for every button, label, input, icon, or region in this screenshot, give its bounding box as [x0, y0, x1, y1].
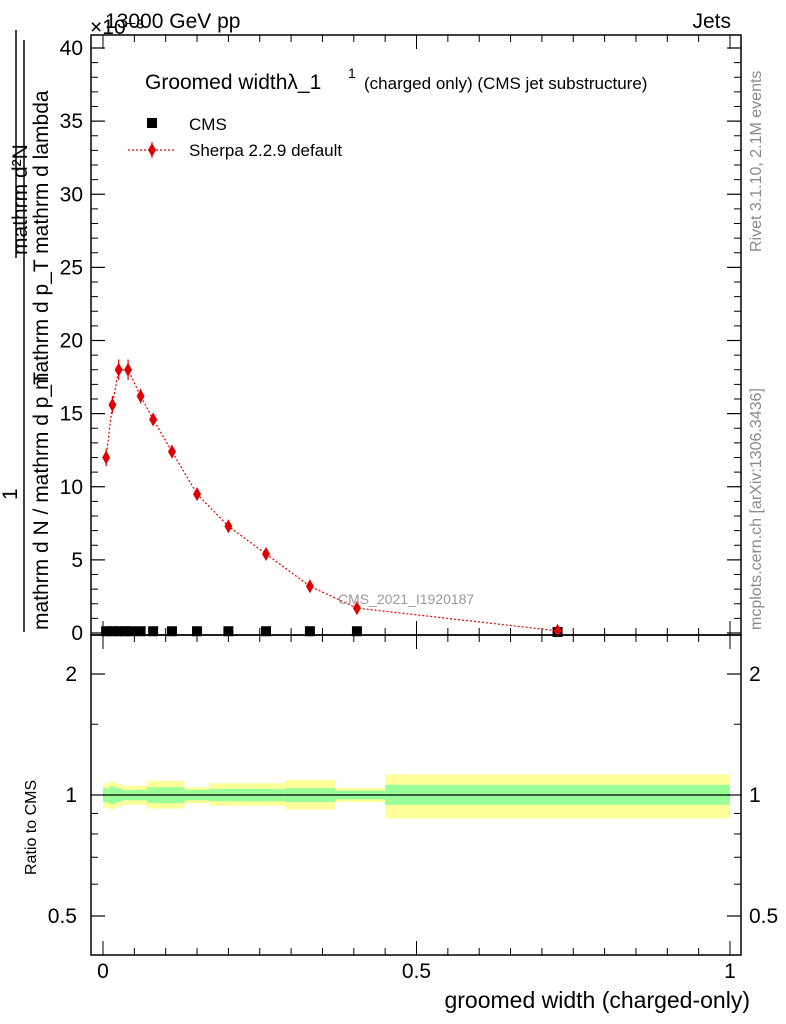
- main-title-main: Groomed widthλ_1: [145, 71, 321, 94]
- x-axis-label: groomed width (charged-only): [444, 987, 750, 1013]
- main-y-tick-label: 5: [71, 549, 83, 572]
- cms-data-point: [351, 626, 362, 637]
- legend-cms-label: CMS: [189, 115, 227, 134]
- cms-data-point: [261, 626, 272, 637]
- ratio-y-axis-label: Ratio to CMS: [23, 780, 40, 875]
- cms-data-point: [113, 626, 124, 637]
- ratio-y-tick-label-left: 1: [65, 784, 77, 807]
- ratio-bands: [103, 774, 730, 819]
- sherpa-data-point: [124, 362, 133, 377]
- ylabel-numerator-top: mathrm d²N: [9, 144, 32, 255]
- sherpa-data-point: [224, 519, 233, 534]
- cms-data-point: [192, 626, 203, 637]
- legend-sherpa-label: Sherpa 2.2.9 default: [189, 141, 342, 160]
- sherpa-data-point: [136, 389, 145, 404]
- sherpa-data-point: [149, 412, 158, 427]
- ylabel-numerator-bottom: mathrm d p_T mathrm d lambda: [30, 90, 53, 390]
- main-title: Groomed widthλ_1: [145, 71, 321, 94]
- cms-data-point: [166, 626, 177, 637]
- mcplots-label: mcplots.cern.ch [arXiv:1306.3436]: [748, 388, 765, 630]
- ratio-x-tick-label: 1: [724, 960, 736, 983]
- ylabel-one: 1: [0, 488, 22, 500]
- ratio-panel-ticks: 0.5 0.5 1 1 2 2 0 0.5 1: [48, 635, 778, 983]
- legend-cms-marker: [147, 118, 157, 128]
- cms-data-point: [126, 626, 137, 637]
- ratio-y-tick-label-right: 1: [749, 784, 761, 807]
- main-title-superscript: 1: [348, 65, 356, 81]
- cms-data-point: [148, 626, 159, 637]
- main-panel-data: [101, 359, 563, 638]
- rivet-label: Rivet 3.1.10, 2.1M events: [748, 71, 765, 252]
- header-exponent-label: ×10⁻³: [90, 16, 144, 39]
- legend: CMS Sherpa 2.2.9 default: [128, 115, 342, 160]
- sherpa-line: [105, 369, 558, 632]
- sherpa-data-point: [108, 397, 117, 412]
- analysis-watermark: CMS_2021_I1920187: [338, 591, 474, 607]
- sherpa-data-point: [193, 487, 202, 502]
- main-y-axis-label: mathrm d²N mathrm d p_T mathrm d lambda …: [0, 30, 53, 632]
- sherpa-data-point: [114, 362, 123, 377]
- ratio-y-tick-label-left: 2: [65, 663, 77, 686]
- main-panel-ticks: 0 5 10 15 20 25 30 35 40: [60, 35, 741, 645]
- cms-data-point: [107, 626, 118, 637]
- cms-data-point: [119, 626, 130, 637]
- sherpa-data-point: [262, 547, 271, 562]
- sherpa-data-point: [167, 444, 176, 459]
- cms-data-point: [223, 626, 234, 637]
- cms-data-point: [135, 626, 146, 637]
- main-title-suffix: (charged only) (CMS jet substructure): [364, 74, 647, 93]
- sherpa-data-point: [305, 579, 314, 594]
- main-y-tick-label: 30: [60, 183, 83, 206]
- ratio-y-tick-label-right: 2: [749, 663, 761, 686]
- cms-data-point: [101, 626, 112, 637]
- main-y-tick-label: 20: [60, 330, 83, 353]
- ylabel-denominator: mathrm d N / mathrm d p_T: [30, 372, 53, 630]
- sherpa-data-point: [102, 450, 111, 465]
- header-left-label: 13000 GeV pp: [105, 10, 240, 33]
- ratio-y-tick-label-right: 0.5: [749, 905, 778, 928]
- ratio-y-tick-label-left: 0.5: [48, 905, 77, 928]
- main-y-tick-label: 0: [71, 622, 83, 645]
- cms-data-point: [304, 626, 315, 637]
- main-y-tick-label: 10: [60, 476, 83, 499]
- main-y-tick-label: 25: [60, 256, 83, 279]
- main-y-tick-label: 15: [60, 403, 83, 426]
- ratio-x-tick-label: 0: [97, 960, 109, 983]
- ratio-x-tick-label: 0.5: [402, 960, 431, 983]
- header-right-label: Jets: [692, 10, 731, 33]
- sherpa-data-point: [352, 601, 361, 616]
- main-y-tick-label: 40: [60, 37, 83, 60]
- main-y-tick-label: 35: [60, 110, 83, 133]
